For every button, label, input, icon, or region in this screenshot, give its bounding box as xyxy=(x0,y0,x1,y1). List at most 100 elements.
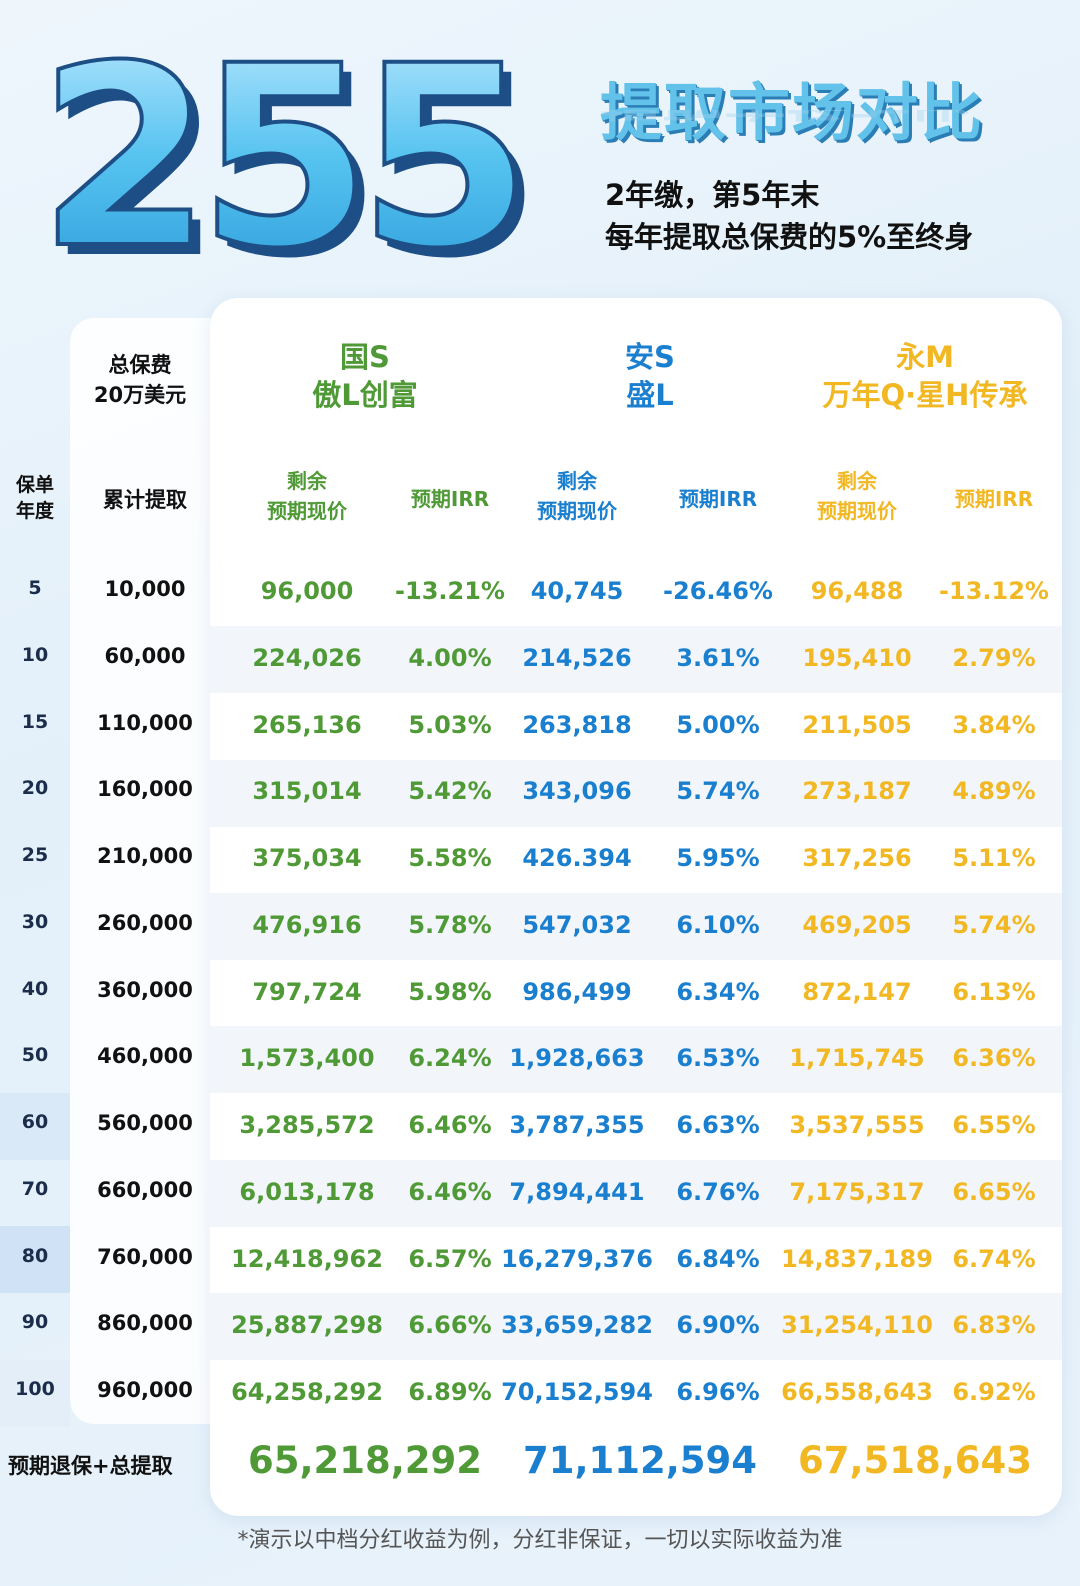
total-premium-amount: 20万美元 xyxy=(93,383,187,407)
row-stripe xyxy=(210,1026,1062,1093)
company-1-irr: 4.00% xyxy=(408,644,492,672)
company-1-product: 傲L创富 xyxy=(312,378,418,412)
cumulative-withdrawal: 460,000 xyxy=(97,1044,193,1068)
company-1-total: 65,218,292 xyxy=(247,1439,483,1482)
company-3-product: 万年Q·星H传承 xyxy=(822,378,1028,412)
policy-year: 100 xyxy=(15,1378,55,1400)
disclaimer-footnote: *演示以中档分红收益为例，分红非保证，一切以实际收益为准 xyxy=(237,1528,843,1553)
cumulative-withdrawal: 960,000 xyxy=(97,1378,193,1402)
company-2-irr: 6.76% xyxy=(676,1178,760,1206)
value-header-2-line1: 剩余 xyxy=(557,469,597,493)
policy-year: 25 xyxy=(21,844,49,866)
company-1-value: 265,136 xyxy=(252,711,362,739)
total-label: 预期退保+总提取 xyxy=(8,1454,173,1478)
company-1-irr: 5.42% xyxy=(408,777,492,805)
company-3-value: 7,175,317 xyxy=(789,1178,925,1206)
title-reflection: 提取市场对比 xyxy=(600,110,1030,132)
label-column-panel xyxy=(70,318,210,1424)
company-3-value: 872,147 xyxy=(802,978,912,1006)
company-1-irr: 6.46% xyxy=(408,1178,492,1206)
company-1-irr: 6.57% xyxy=(408,1245,492,1273)
company-3-irr: 5.11% xyxy=(952,844,1036,872)
company-1-irr: 6.24% xyxy=(408,1044,492,1072)
company-1-value: 476,916 xyxy=(252,911,362,939)
table-row: 80 760,000 12,418,962 6.57% 16,279,376 6… xyxy=(0,1245,1080,1275)
table-row: 60 560,000 3,285,572 6.46% 3,787,355 6.6… xyxy=(0,1111,1080,1141)
company-2-irr: 5.00% xyxy=(676,711,760,739)
company-3-value: 3,537,555 xyxy=(789,1111,925,1139)
company-2-name: 安S xyxy=(625,340,675,374)
policy-year-header-line2: 年度 xyxy=(15,500,54,522)
company-2-value: 70,152,594 xyxy=(501,1378,653,1406)
policy-year: 10 xyxy=(21,644,49,666)
value-header-2: 剩余 预期现价 xyxy=(492,466,662,526)
cumulative-withdrawal: 110,000 xyxy=(97,711,193,735)
company-3-value: 31,254,110 xyxy=(781,1311,933,1339)
company-2-irr: 6.10% xyxy=(676,911,760,939)
policy-year: 70 xyxy=(21,1178,49,1200)
row-stripe xyxy=(210,626,1062,693)
irr-header-1: 预期IRR xyxy=(410,487,490,511)
value-header-1: 剩余 预期现价 xyxy=(222,466,392,526)
company-1-value: 375,034 xyxy=(252,844,362,872)
cumulative-withdrawal: 860,000 xyxy=(97,1311,193,1335)
company-2-irr: -26.46% xyxy=(663,577,773,605)
company-1-value: 12,418,962 xyxy=(231,1245,383,1273)
company-header-2: 安S 盛L xyxy=(515,338,785,414)
company-1-name: 国S xyxy=(340,340,390,374)
irr-header-3: 预期IRR xyxy=(954,487,1034,511)
big-number-text: 255 xyxy=(38,40,518,270)
company-2-value: 16,279,376 xyxy=(501,1245,653,1273)
company-2-value: 426.394 xyxy=(522,844,632,872)
company-2-value: 40,745 xyxy=(530,577,624,605)
company-2-total: 71,112,594 xyxy=(522,1439,758,1482)
table-row: 15 110,000 265,136 5.03% 263,818 5.00% 2… xyxy=(0,711,1080,741)
table-row: 70 660,000 6,013,178 6.46% 7,894,441 6.7… xyxy=(0,1178,1080,1208)
company-2-irr: 5.95% xyxy=(676,844,760,872)
row-stripe xyxy=(210,893,1062,960)
company-2-value: 263,818 xyxy=(522,711,632,739)
company-3-value: 96,488 xyxy=(810,577,904,605)
company-1-irr: 5.03% xyxy=(408,711,492,739)
table-row: 5 10,000 96,000 -13.21% 40,745 -26.46% 9… xyxy=(0,577,1080,607)
table-row: 30 260,000 476,916 5.78% 547,032 6.10% 4… xyxy=(0,911,1080,941)
company-3-value: 195,410 xyxy=(802,644,912,672)
value-header-3-line1: 剩余 xyxy=(837,469,877,493)
subtitle-line2: 每年提取总保费的5%至终身 xyxy=(605,220,974,254)
company-1-value: 6,013,178 xyxy=(239,1178,375,1206)
company-3-irr: 6.92% xyxy=(952,1378,1036,1406)
cumulative-withdrawal: 210,000 xyxy=(97,844,193,868)
company-3-value: 469,205 xyxy=(802,911,912,939)
company-3-value: 1,715,745 xyxy=(789,1044,925,1072)
row-stripe xyxy=(210,760,1062,827)
value-header-1-line1: 剩余 xyxy=(287,469,327,493)
cumulative-withdrawal: 360,000 xyxy=(97,978,193,1002)
company-2-value: 986,499 xyxy=(522,978,632,1006)
company-3-irr: 6.65% xyxy=(952,1178,1036,1206)
company-2-value: 1,928,663 xyxy=(509,1044,645,1072)
svg-text:255: 255 xyxy=(48,40,528,270)
policy-year: 20 xyxy=(21,777,49,799)
total-premium-label: 总保费 xyxy=(108,353,172,377)
value-header-2-line2: 预期现价 xyxy=(537,499,617,523)
cumulative-withdrawal: 660,000 xyxy=(97,1178,193,1202)
cumulative-withdrawal: 10,000 xyxy=(104,577,186,601)
company-1-irr: 5.98% xyxy=(408,978,492,1006)
company-3-irr: 3.84% xyxy=(952,711,1036,739)
company-3-irr: 6.74% xyxy=(952,1245,1036,1273)
policy-year: 90 xyxy=(21,1311,49,1333)
company-2-irr: 6.53% xyxy=(676,1044,760,1072)
company-3-value: 317,256 xyxy=(802,844,912,872)
company-1-irr: -13.21% xyxy=(395,577,505,605)
page-title: 提取市场对比 xyxy=(600,76,985,149)
company-2-irr: 6.96% xyxy=(676,1378,760,1406)
company-1-value: 1,573,400 xyxy=(239,1044,375,1072)
company-1-irr: 6.46% xyxy=(408,1111,492,1139)
policy-year-header-line1: 保单 xyxy=(15,474,54,496)
company-2-irr: 6.63% xyxy=(676,1111,760,1139)
subtitle-line1: 2年缴，第5年末 xyxy=(605,178,820,212)
cumulative-withdrawal-header: 累计提取 xyxy=(103,488,187,512)
company-2-irr: 6.34% xyxy=(676,978,760,1006)
company-1-value: 797,724 xyxy=(252,978,362,1006)
big-number-255: 255 255 xyxy=(36,40,542,270)
